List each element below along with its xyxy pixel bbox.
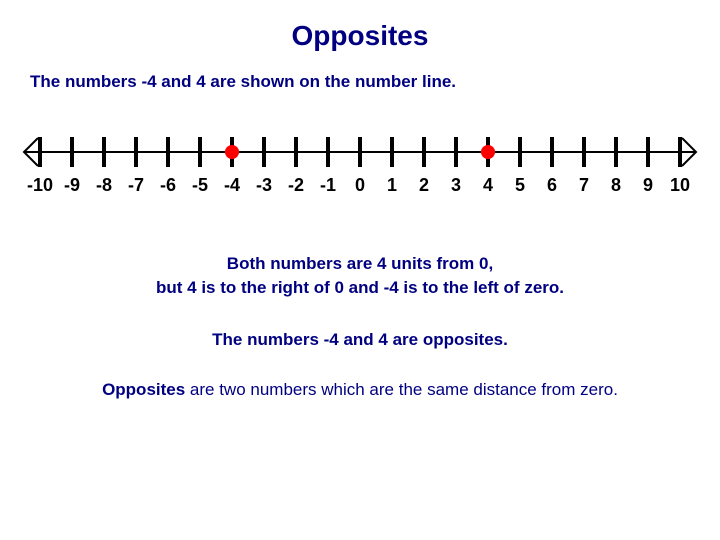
- point-marker: [225, 145, 239, 159]
- caption-block-2: The numbers -4 and 4 are opposites.: [0, 330, 720, 350]
- caption-line-2: but 4 is to the right of 0 and -4 is to …: [156, 278, 564, 297]
- tick-label: 3: [451, 175, 461, 195]
- tick-label: 9: [643, 175, 653, 195]
- tick-label: 5: [515, 175, 525, 195]
- tick-label: 6: [547, 175, 557, 195]
- tick-label: 7: [579, 175, 589, 195]
- tick-label: -5: [192, 175, 208, 195]
- tick-label: -7: [128, 175, 144, 195]
- caption-line-1: Both numbers are 4 units from 0,: [227, 254, 493, 273]
- tick-label: -9: [64, 175, 80, 195]
- subtitle-text: The numbers -4 and 4 are shown on the nu…: [0, 52, 720, 92]
- tick-label: -4: [224, 175, 240, 195]
- page-title: Opposites: [0, 0, 720, 52]
- tick-label: 1: [387, 175, 397, 195]
- tick-label: -6: [160, 175, 176, 195]
- tick-label: -1: [320, 175, 336, 195]
- opposites-word: Opposites: [102, 380, 185, 399]
- tick-label: -10: [27, 175, 53, 195]
- tick-label: -3: [256, 175, 272, 195]
- tick-label: -8: [96, 175, 112, 195]
- tick-label: 0: [355, 175, 365, 195]
- tick-label: 4: [483, 175, 493, 195]
- caption-block-1: Both numbers are 4 units from 0, but 4 i…: [0, 252, 720, 300]
- tick-label: 10: [670, 175, 690, 195]
- definition-rest: are two numbers which are the same dista…: [185, 380, 618, 399]
- number-line-svg: -10-9-8-7-6-5-4-3-2-1012345678910: [20, 122, 700, 212]
- number-line-container: -10-9-8-7-6-5-4-3-2-1012345678910: [20, 122, 700, 212]
- tick-label: -2: [288, 175, 304, 195]
- caption-block-3: Opposites are two numbers which are the …: [0, 380, 720, 400]
- point-marker: [481, 145, 495, 159]
- tick-label: 2: [419, 175, 429, 195]
- tick-label: 8: [611, 175, 621, 195]
